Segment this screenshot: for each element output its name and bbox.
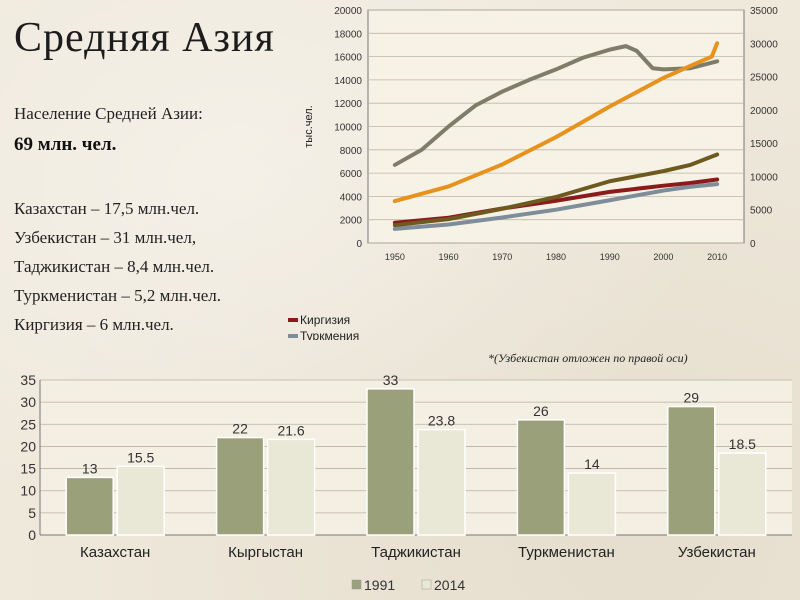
bar-category-label: Казахстан [80,544,150,561]
line-y-right-tick-label: 20000 [750,106,778,117]
bar-data-label: 26 [533,403,549,419]
bar-y-tick-label: 20 [20,438,36,454]
country-item-kazakhstan: Казахстан – 17,5 млн.чел. [14,199,200,218]
bar-y-tick-label: 30 [20,394,36,410]
line-y-right-tick-label: 0 [750,239,756,250]
line-legend-swatch [288,318,298,322]
line-y-left-tick-label: 14000 [334,76,362,87]
bar-y-tick-label: 15 [20,461,36,477]
line-y-left-tick-label: 18000 [334,29,362,40]
line-y-right-tick-label: 5000 [750,206,773,217]
line-legend-label: Туркмения [300,329,359,340]
line-series-туркмения [392,182,720,231]
line-x-tick-label: 1990 [600,252,620,262]
country-item-kyrgyzstan: Киргизия – 6 млн.чел. [14,315,174,334]
line-y-right-tick-label: 25000 [750,73,778,84]
bar-legend-label: 2014 [434,577,465,593]
bar-data-label: 18.5 [729,436,756,452]
bar-legend-label: 1991 [364,577,395,593]
line-x-tick-label: 1980 [546,252,566,262]
bar-y-tick-label: 5 [28,505,36,521]
line-y-right-tick-label: 15000 [750,139,778,150]
bar-data-label: 21.6 [277,422,304,438]
line-y-right-tick-label: 10000 [750,172,778,183]
line-x-tick-label: 1960 [439,252,459,262]
line-series-казахстан [392,44,720,167]
bar-data-label: 15.5 [127,449,154,465]
bar-plot-area [40,380,792,535]
line-y-left-tick-label: 10000 [334,123,362,134]
axis-footnote: *(Узбекистан отложен по правой оси) [488,351,688,365]
line-y-right-tick-label: 30000 [750,39,778,50]
line-y-left-tick-label: 4000 [340,192,363,203]
line-y-left-tick-label: 8000 [340,146,363,157]
line-x-tick-label: 2000 [653,252,673,262]
country-item-uzbekistan: Узбекистан – 31 млн.чел, [14,228,197,247]
line-series-right-axis [392,41,720,204]
line-y-left-tick-label: 6000 [340,169,363,180]
bar-legend-swatch [421,579,432,590]
line-y-left-tick-label: 2000 [340,216,363,227]
bar-казахстан-1991 [65,476,114,536]
line-y-left-tick-label: 20000 [334,6,362,17]
bar-category-label: Таджикистан [371,544,461,561]
population-line-chart: 0 2000 4000 6000 8000 10000 12000 14000 16000 180… [288,6,778,340]
bar-кыргыстан-1991 [215,436,265,536]
bar-category-label: Туркменистан [518,544,615,561]
line-y-left-tick-label: 12000 [334,99,362,110]
line-x-tick-label: 1970 [492,252,512,262]
bar-туркменистан-2014 [567,472,617,536]
bar-y-tick-label: 35 [20,372,36,388]
line-y-axis-label: тыс.чел. [303,105,315,147]
line-y-left-tick-label: 16000 [334,53,362,64]
line-y-right-tick-label: 35000 [750,6,778,17]
bar-data-label: 29 [684,390,700,406]
bar-казахстан-2014 [116,465,165,536]
line-legend-swatch [288,334,298,338]
bar-category-label: Узбекистан [678,544,756,561]
bar-data-label: 23.8 [428,413,455,429]
bar-data-label: 22 [232,421,248,437]
bar-узбекистан-2014 [718,452,767,536]
bar-y-tick-label: 0 [28,527,36,543]
bar-data-label: 13 [82,460,98,476]
bar-туркменистан-1991 [516,419,566,536]
country-population-list: Казахстан – 17,5 млн.чел. Узбекистан – 3… [14,194,221,339]
bar-таджикистан-2014 [417,428,466,536]
bar-кыргыстан-2014 [266,438,316,536]
country-item-turkmenistan: Туркменистан – 5,2 млн.чел. [14,286,222,305]
line-y-left-tick-label: 0 [356,239,362,250]
bar-category-label: Кыргыстан [228,544,303,561]
population-heading: Население Средней Азии: [14,104,203,123]
bar-data-label: 14 [584,456,600,472]
slide-title: Средняя Азия [14,15,275,61]
line-x-tick-label: 2010 [707,252,727,262]
bar-узбекистан-1991 [667,405,716,536]
country-item-tajikistan: Таджикистан – 8,4 млн.чел. [14,257,215,276]
line-legend-label: Киргизия [300,313,350,327]
line-x-tick-label: 1950 [385,252,405,262]
bar-таджикистан-1991 [366,388,415,536]
line-series-таджикистан [392,152,720,228]
bar-y-tick-label: 10 [20,483,36,499]
bar-y-tick-label: 25 [20,416,36,432]
bar-data-label: 33 [383,372,399,388]
bar-legend-swatch [351,579,362,590]
population-total: 69 млн. чел. [14,134,117,155]
